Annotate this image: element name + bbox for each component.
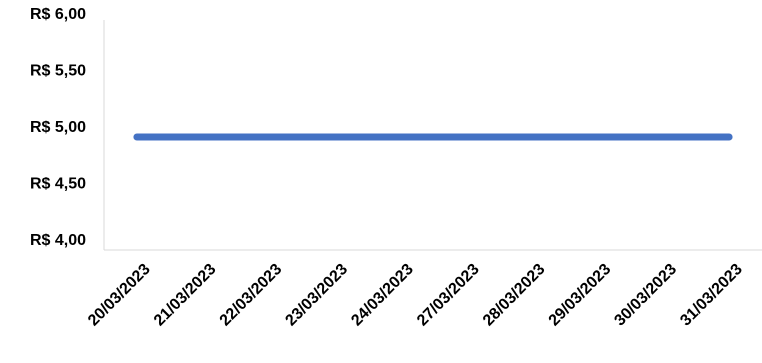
- x-tick-label: 29/03/2023: [546, 261, 615, 330]
- y-tick-label: R$ 4,50: [30, 176, 86, 193]
- x-tick-labels: 20/03/202321/03/202322/03/202323/03/2023…: [85, 261, 746, 330]
- x-tick-label: 30/03/2023: [611, 261, 680, 330]
- y-tick-label: R$ 5,00: [30, 119, 86, 136]
- x-tick-label: 23/03/2023: [282, 261, 351, 330]
- x-tick-label: 20/03/2023: [85, 261, 154, 330]
- y-tick-label: R$ 4,00: [30, 232, 86, 249]
- x-tick-label: 24/03/2023: [348, 261, 417, 330]
- x-tick-label: 21/03/2023: [151, 261, 220, 330]
- y-tick-label: R$ 5,50: [30, 63, 86, 80]
- x-tick-label: 28/03/2023: [480, 261, 549, 330]
- y-tick-labels: R$ 6,00 R$ 5,50 R$ 5,00 R$ 4,50 R$ 4,00: [30, 6, 86, 249]
- x-tick-label: 22/03/2023: [217, 261, 286, 330]
- x-tick-label: 27/03/2023: [414, 261, 483, 330]
- y-tick-label: R$ 6,00: [30, 6, 86, 23]
- x-tick-label: 31/03/2023: [677, 261, 746, 330]
